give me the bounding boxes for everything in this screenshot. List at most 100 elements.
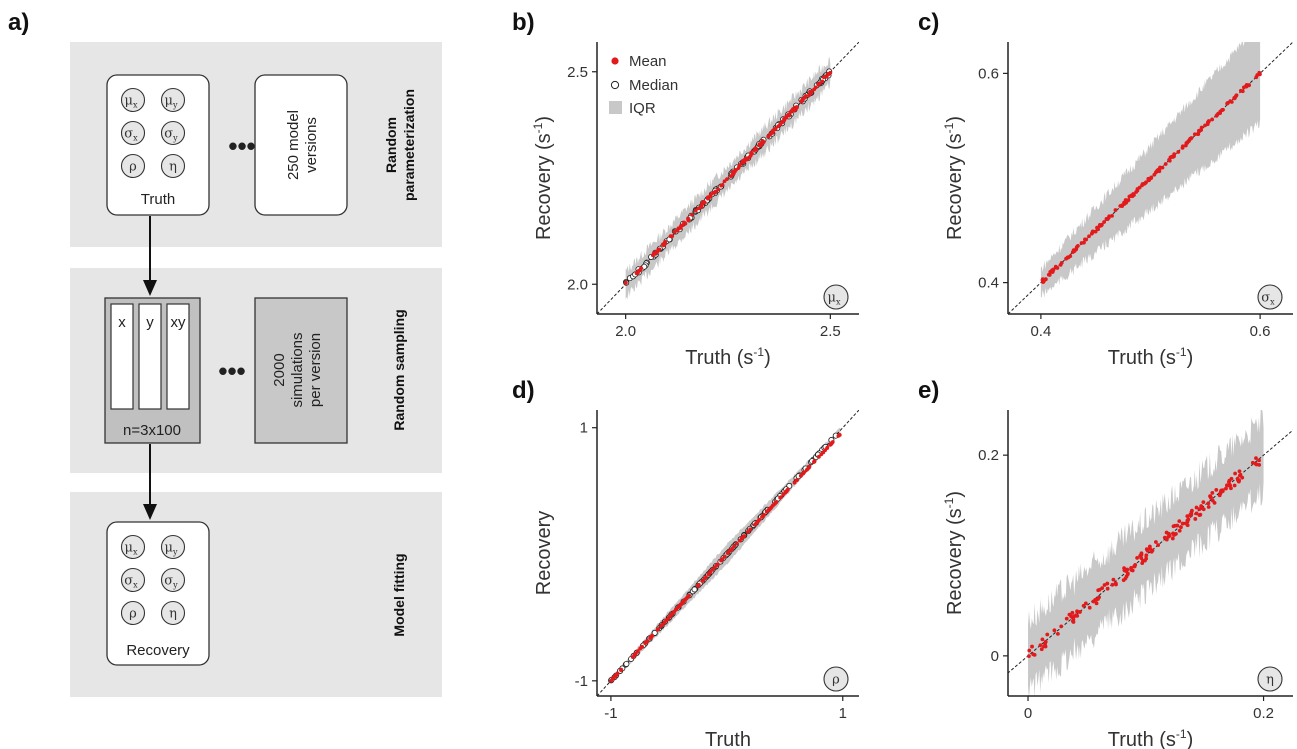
column-xy: [166, 303, 190, 410]
param-badge-symbol: ρ: [129, 607, 137, 622]
mean-point: [1210, 117, 1215, 122]
mean-point: [1100, 586, 1105, 591]
mean-point: [732, 171, 736, 176]
mean-point: [713, 565, 717, 570]
panel-label-a: a): [8, 9, 29, 36]
mean-point: [690, 212, 694, 217]
mean-point: [1043, 639, 1048, 644]
y-tick-label: 0: [991, 648, 999, 665]
mean-point: [1152, 172, 1157, 177]
mean-point: [1121, 578, 1126, 583]
mean-point: [1234, 93, 1239, 98]
mean-point: [739, 536, 744, 541]
mean-point: [742, 160, 746, 164]
mean-point: [715, 562, 720, 567]
legend-iqr-label: IQR: [629, 100, 656, 117]
param-badge: μy: [160, 534, 186, 560]
param-badge: ρ: [120, 600, 146, 626]
mean-point: [630, 655, 635, 660]
mean-point: [1198, 512, 1203, 517]
column-y-label: y: [146, 314, 154, 331]
mean-point: [722, 179, 727, 184]
mean-point: [1229, 476, 1234, 481]
mean-point: [1144, 553, 1149, 558]
mean-point: [1228, 483, 1232, 487]
y-tick-label: 0.2: [978, 447, 999, 464]
mean-point: [1206, 119, 1211, 123]
mean-point: [1075, 609, 1079, 614]
mean-point: [1058, 262, 1063, 267]
param-badge: μy: [160, 87, 186, 113]
mean-point: [1148, 546, 1152, 551]
mean-point: [1064, 616, 1069, 621]
mean-point: [1027, 648, 1032, 653]
param-badge: ρ: [120, 153, 146, 179]
mean-point: [1050, 269, 1055, 274]
mean-point: [784, 489, 789, 494]
param-badge-circle: [120, 600, 146, 626]
mean-point: [1129, 565, 1133, 570]
mean-point: [816, 81, 821, 86]
iqr-band: [1028, 410, 1264, 696]
param-badge-symbol: η: [169, 607, 177, 622]
mean-point: [1046, 272, 1051, 277]
mean-point: [760, 515, 764, 519]
mean-point: [1137, 185, 1142, 190]
mean-point: [1170, 536, 1175, 541]
param-badge-circle: [160, 567, 186, 593]
param-badge-symbol: ρ: [129, 160, 137, 175]
mean-point: [1166, 534, 1171, 539]
mean-point: [656, 627, 661, 631]
plot-area: [1008, 410, 1293, 696]
mean-point: [1139, 556, 1144, 560]
mean-point: [1177, 519, 1182, 524]
mean-point: [672, 609, 677, 614]
mean-point: [703, 575, 708, 580]
mean-point: [1032, 652, 1037, 657]
mean-point: [669, 612, 674, 617]
mean-point: [1038, 643, 1043, 648]
mean-point: [1135, 556, 1140, 560]
stage-title-1a: Random: [383, 117, 399, 173]
param-badge: σx: [120, 120, 146, 146]
mean-point: [1110, 582, 1115, 587]
mean-point: [1219, 488, 1224, 493]
mean-point: [716, 187, 721, 192]
mean-point: [1224, 483, 1229, 488]
param-badge-3-symbol: ρ: [832, 673, 840, 688]
chart-panel-4: e) 0 0.2 0 0.2 Truth (s-1) Recovery (s-1) η: [918, 377, 1293, 749]
mean-point: [722, 554, 727, 559]
mean-point: [683, 597, 687, 602]
truth-label: Truth: [141, 191, 175, 208]
y-tick-label: -1: [575, 673, 588, 690]
legend-mean-label: Mean: [629, 53, 667, 70]
mean-point: [819, 452, 824, 457]
mean-point: [719, 558, 723, 563]
charts-group: b) 2.0 2.5 2.0 2.5 Truth (s-1) Recovery (s-1) μ…: [512, 9, 1293, 749]
x-axis-label: Truth (s-1): [1108, 345, 1194, 369]
mean-point: [1039, 647, 1044, 652]
mean-point: [1193, 517, 1198, 521]
param-badge-1: μx: [823, 284, 849, 310]
mean-point: [1185, 523, 1190, 528]
mean-point: [697, 206, 701, 211]
param-badge-circle: [160, 120, 186, 146]
mean-point: [1233, 471, 1238, 476]
mean-point: [1144, 556, 1149, 561]
mean-point: [825, 446, 830, 451]
mean-point: [1087, 234, 1091, 239]
param-badge: η: [160, 600, 186, 626]
mean-point: [761, 139, 765, 144]
mean-point: [665, 618, 669, 622]
mean-point: [816, 454, 821, 459]
x-tick-label: 0.2: [1253, 705, 1274, 722]
mean-point: [1072, 249, 1077, 253]
mean-point: [1052, 628, 1057, 633]
mean-point: [1094, 597, 1099, 602]
mean-point: [821, 75, 826, 80]
plot-area: [1008, 42, 1293, 314]
x-tick-label: 1: [839, 705, 847, 722]
versions-text-2: versions: [303, 117, 320, 173]
param-badge-circle: [120, 153, 146, 179]
y-axis-label: Recovery (s-1): [942, 116, 966, 240]
